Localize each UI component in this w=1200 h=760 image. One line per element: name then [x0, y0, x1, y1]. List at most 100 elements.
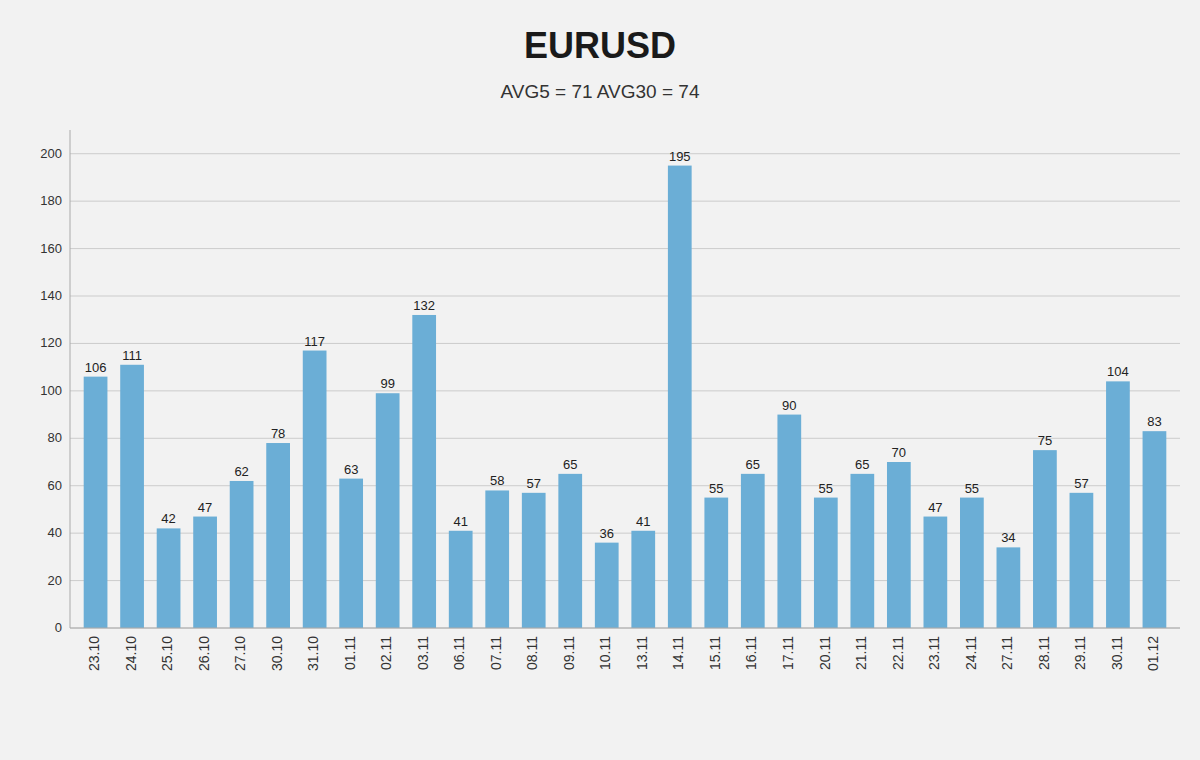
data-label: 55	[965, 481, 979, 496]
page: {"chart_data": {"type": "bar", "title": …	[0, 0, 1200, 760]
bar	[558, 474, 582, 628]
x-tick-label: 28.11	[1036, 636, 1052, 670]
x-tick-label: 24.10	[123, 636, 139, 671]
bar	[266, 443, 290, 628]
data-label: 41	[636, 514, 650, 529]
bar	[631, 531, 655, 628]
grid-line	[70, 390, 1180, 391]
y-grid	[70, 154, 1180, 628]
x-tick-label: 22.11	[890, 636, 906, 670]
data-labels: 1061114247627811763991324158576536411955…	[85, 149, 1162, 546]
data-label: 132	[413, 298, 435, 313]
bar	[1033, 450, 1057, 628]
bar	[850, 474, 874, 628]
bars	[84, 166, 1167, 628]
grid-line	[70, 438, 1180, 439]
bar	[1070, 493, 1094, 628]
data-label: 195	[669, 149, 691, 164]
data-label: 104	[1107, 364, 1129, 379]
data-label: 62	[234, 464, 248, 479]
data-label: 63	[344, 462, 358, 477]
x-tick-label: 20.11	[817, 636, 833, 670]
bar	[230, 481, 254, 628]
x-tick-label: 27.10	[232, 636, 248, 671]
bar	[522, 493, 546, 628]
x-tick-label: 24.11	[963, 636, 979, 670]
x-tick-label: 31.10	[305, 636, 321, 671]
x-tick-label: 30.11	[1109, 636, 1125, 670]
y-tick-label: 180	[40, 193, 62, 208]
x-tick-label: 13.11	[634, 636, 650, 670]
bar	[741, 474, 765, 628]
x-tick-label: 23.11	[926, 636, 942, 670]
y-tick-label: 160	[40, 241, 62, 256]
y-tick-label: 140	[40, 288, 62, 303]
bar	[303, 351, 327, 628]
x-tick-label: 01.11	[342, 636, 358, 670]
x-tick-label: 25.10	[159, 636, 175, 671]
y-tick-label: 0	[55, 620, 62, 635]
x-tick-label: 03.11	[415, 636, 431, 670]
x-tick-label: 27.11	[999, 636, 1015, 670]
data-label: 55	[819, 481, 833, 496]
bar	[120, 365, 144, 628]
x-tick-label: 08.11	[524, 636, 540, 670]
data-label: 75	[1038, 433, 1052, 448]
y-tick-labels: 020406080100120140160180200	[40, 146, 62, 635]
chart: EURUSDAVG5 = 71 AVG30 = 7402040608010012…	[0, 0, 1200, 760]
y-tick-label: 80	[48, 430, 62, 445]
data-label: 78	[271, 426, 285, 441]
data-label: 111	[122, 348, 142, 363]
bar	[157, 528, 181, 628]
x-tick-label: 15.11	[707, 636, 723, 670]
bar	[84, 377, 108, 628]
bar	[814, 498, 838, 628]
data-label: 34	[1001, 530, 1015, 545]
grid-line	[70, 628, 1180, 629]
bar	[193, 517, 217, 628]
x-tick-label: 29.11	[1072, 636, 1088, 670]
data-label: 65	[855, 457, 869, 472]
data-label: 106	[85, 360, 107, 375]
data-label: 41	[453, 514, 467, 529]
x-tick-label: 14.11	[670, 636, 686, 670]
grid-line	[70, 343, 1180, 344]
bar	[412, 315, 436, 628]
bar	[997, 547, 1021, 628]
x-tick-label: 09.11	[561, 636, 577, 670]
x-tick-label: 06.11	[451, 636, 467, 670]
data-label: 47	[928, 500, 942, 515]
x-tick-label: 23.10	[86, 636, 102, 671]
x-tick-label: 16.11	[743, 636, 759, 670]
grid-line	[70, 153, 1180, 154]
x-tick-labels: 23.1024.1025.1026.1027.1030.1031.1001.11…	[86, 636, 1161, 671]
x-tick-label: 10.11	[597, 636, 613, 670]
y-axis-line	[70, 130, 71, 628]
bar	[668, 166, 692, 628]
bar	[1143, 431, 1167, 628]
y-tick-label: 100	[40, 383, 62, 398]
y-tick-label: 60	[48, 478, 62, 493]
x-tick-label: 01.12	[1145, 636, 1161, 671]
bar	[595, 543, 619, 628]
data-label: 90	[782, 398, 796, 413]
data-label: 65	[563, 457, 577, 472]
data-label: 99	[380, 376, 394, 391]
data-label: 55	[709, 481, 723, 496]
data-label: 36	[600, 526, 614, 541]
x-tick-label: 07.11	[488, 636, 504, 670]
x-axis-line	[70, 628, 1180, 629]
data-label: 57	[1074, 476, 1088, 491]
grid-line	[70, 201, 1180, 202]
data-label: 57	[526, 476, 540, 491]
data-label: 83	[1147, 414, 1161, 429]
y-tick-label: 200	[40, 146, 62, 161]
background	[0, 0, 1200, 760]
x-tick-label: 30.10	[269, 636, 285, 671]
data-label: 58	[490, 473, 504, 488]
grid-line	[70, 296, 1180, 297]
bar	[449, 531, 473, 628]
data-label: 70	[892, 445, 906, 460]
title: EURUSD	[524, 25, 676, 66]
bar	[1106, 381, 1130, 628]
